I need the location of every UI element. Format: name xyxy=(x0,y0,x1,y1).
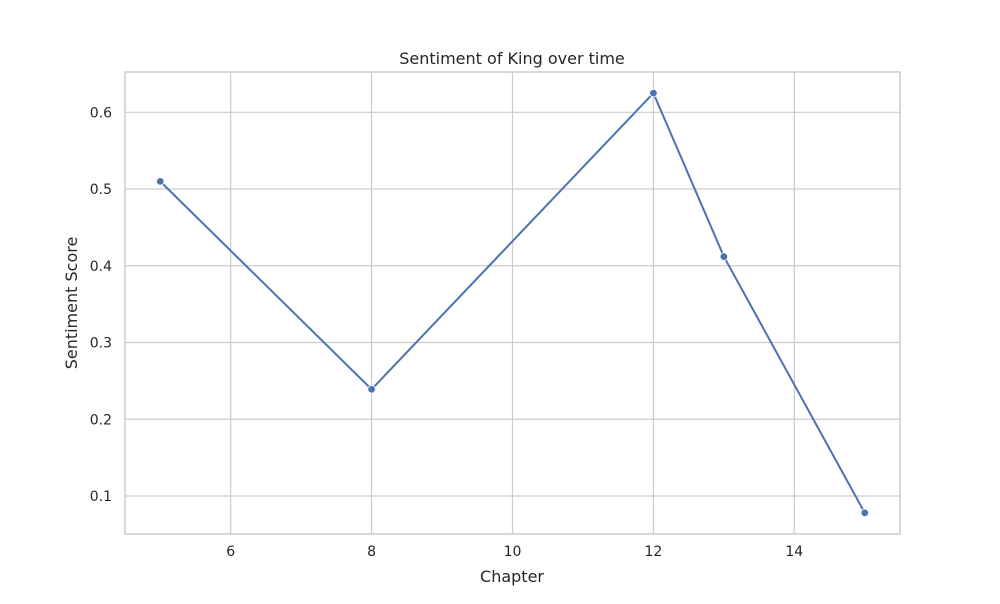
data-point xyxy=(719,252,729,261)
x-tick-label: 10 xyxy=(504,544,522,560)
y-tick-label: 0.1 xyxy=(90,489,112,505)
y-tick-label: 0.4 xyxy=(90,259,112,275)
x-tick-label: 8 xyxy=(367,544,376,560)
x-tick-label: 6 xyxy=(226,544,235,560)
data-point xyxy=(860,508,869,518)
chart-title: Sentiment of King over time xyxy=(399,49,625,68)
data-point xyxy=(367,385,376,394)
series xyxy=(156,88,869,518)
y-tick-label: 0.6 xyxy=(90,105,112,121)
x-axis-label: Chapter xyxy=(480,567,544,586)
y-tick-label: 0.5 xyxy=(90,182,112,198)
x-tick-label: 14 xyxy=(785,544,803,560)
y-tick-label: 0.3 xyxy=(90,336,112,352)
grid xyxy=(125,72,900,534)
axes: 6 8 10 12 14 0.1 0.2 0.3 0.4 0.5 0.6 xyxy=(90,71,901,560)
data-point xyxy=(649,88,658,98)
plot-frame xyxy=(124,71,901,535)
y-tick-label: 0.2 xyxy=(90,412,112,428)
data-point xyxy=(156,177,165,186)
y-axis-label: Sentiment Score xyxy=(62,237,81,370)
x-tick-label: 12 xyxy=(644,544,662,560)
